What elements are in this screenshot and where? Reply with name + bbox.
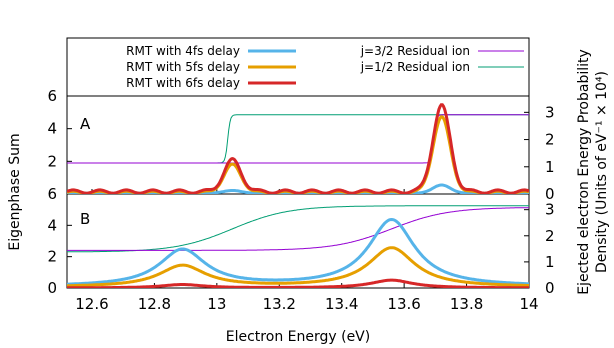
legend-label-rmt-6fs: RMT with 6fs delay bbox=[126, 76, 240, 90]
rmt-4fs-line bbox=[67, 217, 529, 286]
x-tick-label: 13.6 bbox=[387, 295, 420, 313]
panel-b-frame bbox=[66, 193, 530, 289]
legend-label-rmt-5fs: RMT with 5fs delay bbox=[126, 60, 240, 74]
panel-b-label: B bbox=[80, 210, 90, 228]
y-left-tick-label: 4 bbox=[47, 216, 57, 234]
j32-residual-ion-line bbox=[67, 207, 529, 251]
y-right-tick-label: 1 bbox=[545, 158, 555, 176]
y-axis-label-right-line2: Density (Units of eV⁻¹ × 10⁴) bbox=[594, 71, 610, 273]
y-left-tick-label: 6 bbox=[47, 87, 57, 105]
legend-label-j12: j=1/2 Residual ion bbox=[360, 60, 470, 74]
y-right-tick-label: 2 bbox=[545, 227, 555, 245]
x-tick-label: 12.8 bbox=[138, 295, 171, 313]
legend: RMT with 4fs delay RMT with 5fs delay RM… bbox=[66, 37, 530, 97]
j12-residual-ion-line bbox=[67, 114, 529, 164]
tick-layer: 12.6 12.8 13 13.2 13.4 13.6 13.8 14246012302460… bbox=[47, 87, 554, 313]
y-right-tick-label: 3 bbox=[545, 103, 555, 121]
y-left-tick-label: 6 bbox=[47, 185, 57, 203]
panel-b: B bbox=[66, 193, 530, 289]
panel-1-curves bbox=[67, 205, 529, 288]
y-left-tick-label: 0 bbox=[47, 279, 57, 297]
panel-a-label: A bbox=[80, 115, 91, 133]
x-tick-label: 13 bbox=[207, 295, 226, 313]
j32-residual-ion-line bbox=[67, 114, 529, 164]
x-tick-label: 14 bbox=[519, 295, 538, 313]
legend-label-rmt-4fs: RMT with 4fs delay bbox=[126, 44, 240, 58]
rmt-5fs-line bbox=[67, 246, 529, 288]
y-axis-label-right-line1: Ejected electron Energy Probability bbox=[576, 49, 592, 295]
x-tick-label: 13.4 bbox=[325, 295, 358, 313]
j12-residual-ion-line bbox=[67, 205, 529, 253]
legend-label-j32: j=3/2 Residual ion bbox=[360, 44, 470, 58]
rmt-6fs-line bbox=[67, 278, 529, 288]
x-tick-label: 13.8 bbox=[450, 295, 483, 313]
x-tick-label: 13.2 bbox=[263, 295, 296, 313]
rmt-6fs-line bbox=[67, 103, 529, 194]
legend-box bbox=[66, 37, 530, 97]
panel-0-curves bbox=[67, 103, 529, 194]
y-right-tick-label: 2 bbox=[545, 131, 555, 149]
y-left-tick-label: 4 bbox=[47, 120, 57, 138]
x-axis-label: Electron Energy (eV) bbox=[226, 329, 370, 345]
y-axis-label-left: Eigenphase Sum bbox=[7, 133, 23, 250]
y-right-tick-label: 0 bbox=[545, 185, 555, 203]
x-tick-label: 12.6 bbox=[75, 295, 108, 313]
y-right-tick-label: 0 bbox=[545, 279, 555, 297]
curve-layer bbox=[67, 103, 529, 288]
y-left-tick-label: 2 bbox=[47, 248, 57, 266]
y-right-tick-label: 3 bbox=[545, 201, 555, 219]
y-left-tick-label: 2 bbox=[47, 152, 57, 170]
y-right-tick-label: 1 bbox=[545, 253, 555, 271]
